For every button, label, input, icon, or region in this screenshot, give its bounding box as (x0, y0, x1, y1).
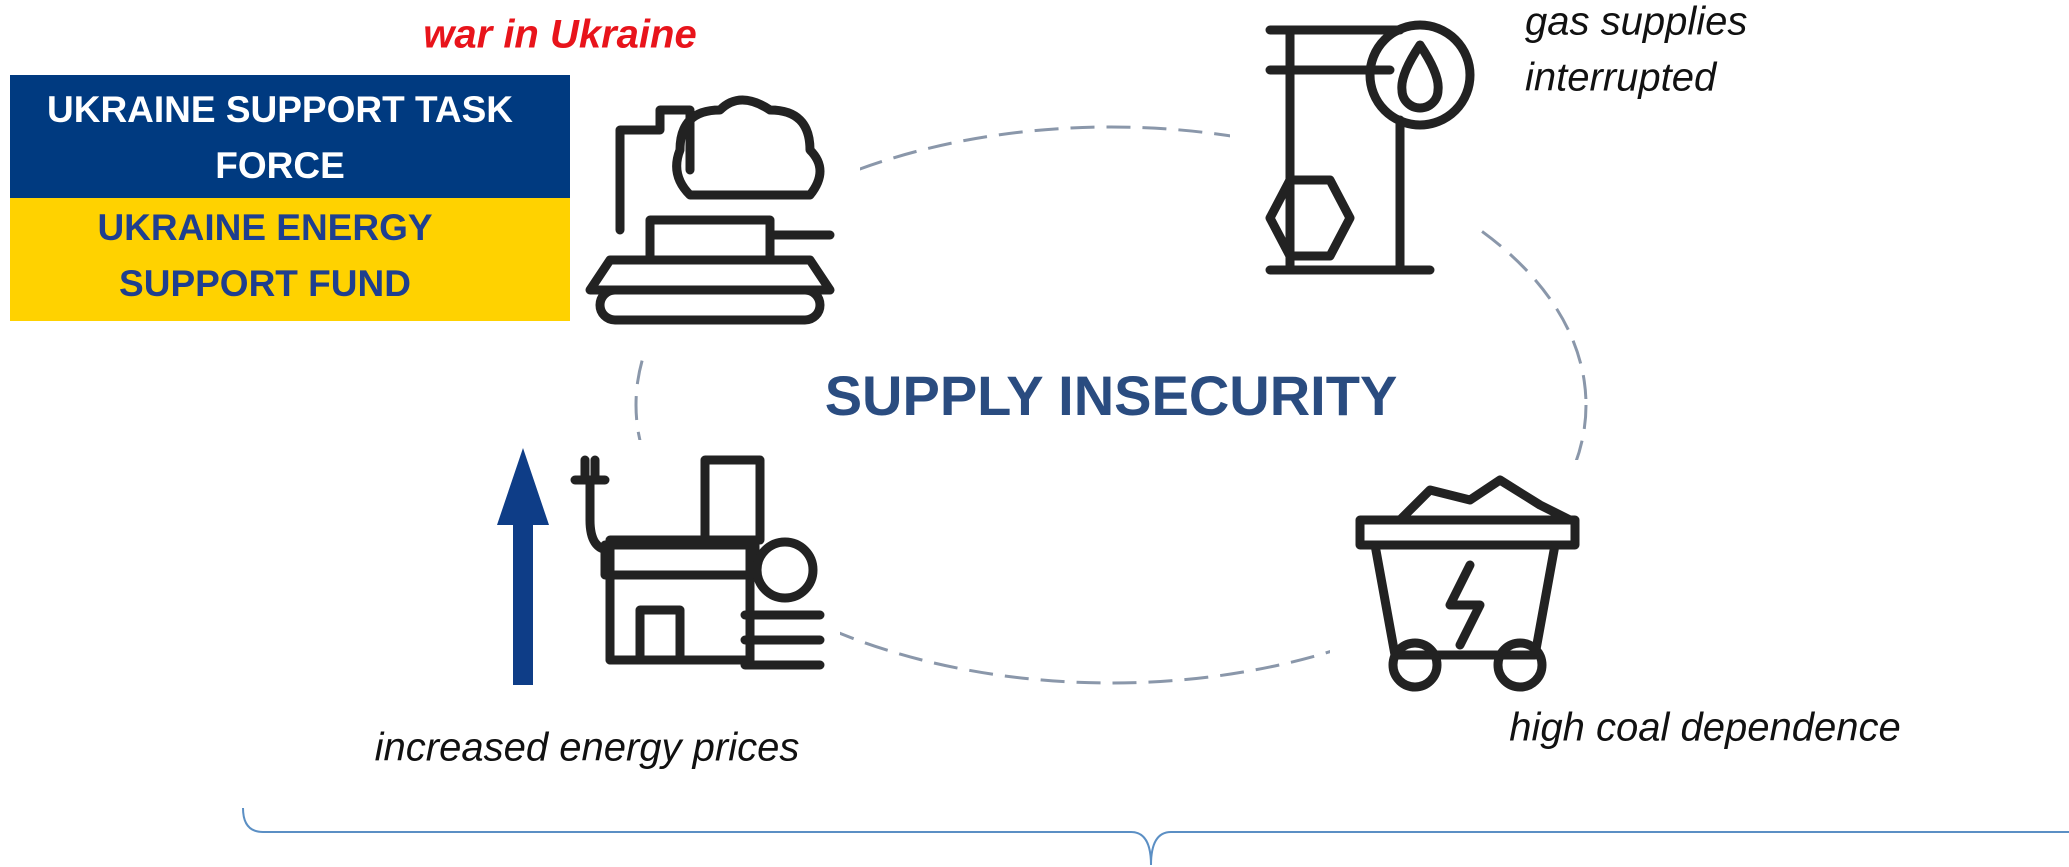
node-label: interrupted (1525, 56, 1718, 100)
node-label: increased energy prices (375, 726, 800, 770)
fund-line: SUPPORT FUND (119, 263, 411, 304)
task-force-line: UKRAINE SUPPORT TASK (47, 89, 513, 130)
cycle-ring (634, 125, 1588, 685)
fund-line: UKRAINE ENERGY (97, 207, 432, 248)
shop-icon (570, 455, 825, 670)
icon-bg (1230, 0, 1480, 300)
task-force-box (10, 75, 570, 198)
subtitle: war in Ukraine (423, 13, 696, 57)
fund-box (10, 198, 570, 321)
node-label: gas supplies (1525, 0, 1747, 44)
node-label: high coal dependence (1509, 706, 1900, 750)
gas-icon (1265, 20, 1475, 275)
price-arrow (497, 448, 549, 685)
task-force-line: FORCE (215, 145, 345, 186)
center-title: SUPPLY INSECURITY (825, 364, 1398, 427)
brace (242, 807, 2069, 866)
tank-icon (585, 95, 835, 325)
coal-icon (1355, 475, 1580, 692)
